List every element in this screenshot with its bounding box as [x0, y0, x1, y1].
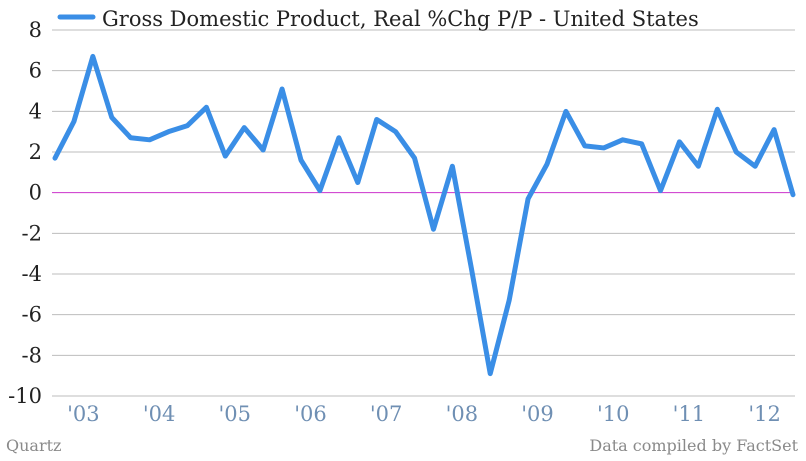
data-point	[71, 119, 76, 124]
y-tick-label: -10	[8, 384, 42, 408]
data-point	[185, 123, 190, 128]
series-group	[52, 53, 796, 377]
y-tick-label: 4	[29, 99, 42, 123]
data-point	[53, 156, 58, 161]
footer-source-left: Quartz	[6, 436, 61, 455]
data-point	[545, 162, 550, 167]
y-tick-label: 0	[29, 181, 42, 205]
data-point	[696, 164, 701, 169]
x-tick-label: '12	[748, 402, 781, 426]
data-point	[488, 371, 493, 376]
data-point	[374, 117, 379, 122]
x-tick-label: '07	[370, 402, 403, 426]
data-point	[677, 139, 682, 144]
footer-source-right: Data compiled by FactSet	[589, 436, 798, 455]
legend: Gross Domestic Product, Real %Chg P/P - …	[57, 7, 699, 31]
x-tick-label: '04	[143, 402, 176, 426]
data-point	[639, 141, 644, 146]
y-axis-ticks: 8 6 4 2 0 -2 -4 -6 -8 -10	[8, 18, 42, 408]
data-point	[393, 129, 398, 134]
y-tick-label: -4	[22, 262, 42, 286]
data-point	[791, 192, 796, 197]
data-point	[772, 127, 777, 132]
x-tick-label: '03	[67, 402, 100, 426]
data-point	[166, 129, 171, 134]
data-point	[336, 135, 341, 140]
data-point	[412, 156, 417, 161]
data-point	[128, 135, 133, 140]
x-tick-label: '09	[521, 402, 554, 426]
x-tick-label: '06	[294, 402, 327, 426]
y-tick-label: -6	[22, 303, 42, 327]
data-point	[242, 125, 247, 130]
x-tick-label: '05	[219, 402, 252, 426]
data-point	[261, 147, 266, 152]
x-axis-ticks: '03 '04 '05 '06 '07 '08 '09 '10 '11 '12	[67, 402, 781, 426]
data-point	[431, 227, 436, 232]
data-point	[715, 107, 720, 112]
data-point	[469, 265, 474, 270]
y-tick-label: 6	[29, 59, 42, 83]
data-point	[355, 180, 360, 185]
data-point	[753, 164, 758, 169]
data-point	[620, 137, 625, 142]
data-point	[317, 188, 322, 193]
data-point	[658, 188, 663, 193]
x-tick-label: '11	[673, 402, 706, 426]
data-point	[109, 115, 114, 120]
y-tick-label: -2	[22, 221, 42, 245]
data-point	[734, 150, 739, 155]
y-tick-label: 2	[29, 140, 42, 164]
data-point	[280, 86, 285, 91]
x-tick-label: '08	[446, 402, 479, 426]
data-point	[582, 143, 587, 148]
data-point	[601, 145, 606, 150]
y-tick-label: 8	[29, 18, 42, 42]
data-point	[204, 105, 209, 110]
x-tick-label: '10	[597, 402, 630, 426]
data-point	[90, 54, 95, 59]
data-point	[507, 298, 512, 303]
grid-lines	[52, 29, 795, 397]
data-point	[223, 154, 228, 159]
data-point	[450, 164, 455, 169]
data-point	[147, 137, 152, 142]
data-point	[526, 196, 531, 201]
series-line-gdp	[52, 53, 796, 377]
y-tick-label: -8	[22, 343, 42, 367]
data-point	[563, 109, 568, 114]
data-point	[299, 158, 304, 163]
legend-label: Gross Domestic Product, Real %Chg P/P - …	[102, 7, 699, 31]
